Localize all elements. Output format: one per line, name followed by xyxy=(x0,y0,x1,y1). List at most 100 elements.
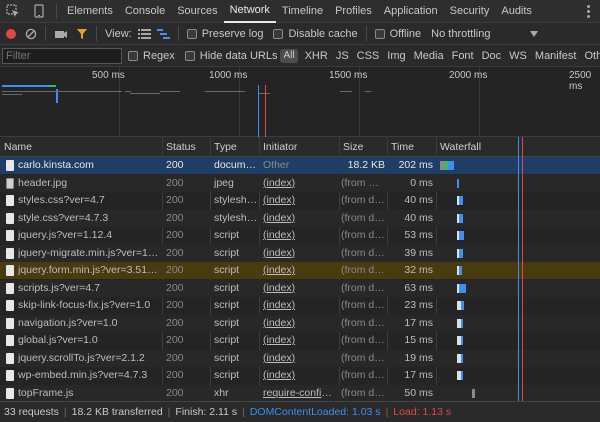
throttling-select[interactable]: No throttling xyxy=(431,23,539,45)
request-initiator[interactable]: (index) xyxy=(263,351,296,364)
large-request-rows-icon[interactable] xyxy=(137,23,151,45)
column-header-name[interactable]: Name xyxy=(4,141,33,153)
table-row[interactable]: jquery-migrate.min.js?ver=1.4.1 200 script… xyxy=(0,244,600,262)
tab-security[interactable]: Security xyxy=(449,5,490,17)
filter-input[interactable] xyxy=(2,47,122,64)
waterfall-bar xyxy=(448,161,454,170)
tab-network[interactable]: Network xyxy=(223,0,276,23)
request-initiator[interactable]: Other xyxy=(263,159,290,171)
column-header-type[interactable]: Type xyxy=(214,141,237,153)
inspect-element-icon[interactable] xyxy=(0,0,26,23)
clear-button[interactable] xyxy=(25,23,37,45)
column-header-waterfall[interactable]: Waterfall xyxy=(440,141,482,153)
filter-type-all[interactable]: All xyxy=(280,48,298,63)
table-row[interactable]: styles.css?ver=4.7 200 stylesheet (index) (f… xyxy=(0,192,600,209)
more-menu-icon[interactable] xyxy=(582,4,594,19)
request-name: jquery.js?ver=1.12.4 xyxy=(18,229,113,241)
column-header-status[interactable]: Status xyxy=(166,141,196,153)
table-row[interactable]: scripts.js?ver=4.7 200 script (index) (from … xyxy=(0,279,600,297)
waterfall-bar xyxy=(457,196,459,205)
request-status: 200 xyxy=(166,351,184,364)
table-row[interactable]: carlo.kinsta.com 200 document Other 18.2 KB 2… xyxy=(0,157,600,174)
image-file-icon xyxy=(6,177,14,189)
column-header-time[interactable]: Time xyxy=(391,141,414,153)
waterfall-cell xyxy=(438,280,600,297)
devtools-tab-bar: Elements Console Sources Network Timeline Pro… xyxy=(0,0,600,23)
show-overview-icon[interactable] xyxy=(156,23,170,45)
tab-application[interactable]: Application xyxy=(383,5,438,17)
overview-bar xyxy=(205,91,245,92)
filter-type-media[interactable]: Media xyxy=(413,49,444,62)
request-initiator[interactable]: (index) xyxy=(263,211,296,224)
table-row[interactable]: jquery.scrollTo.js?ver=2.1.2 200 script (in… xyxy=(0,349,600,367)
table-row[interactable]: header.jpg 200 jpeg (index) (from me... 0 ms xyxy=(0,174,600,192)
table-row[interactable]: jquery.form.min.js?ver=3.51.0-201... 200 s… xyxy=(0,262,600,279)
overview-gridline xyxy=(359,67,360,137)
waterfall-bar xyxy=(472,388,475,398)
request-initiator[interactable]: (index) xyxy=(263,176,296,189)
separator xyxy=(177,26,179,41)
filter-type-font[interactable]: Font xyxy=(451,49,474,62)
regex-checkbox[interactable]: Regex xyxy=(128,45,175,67)
request-initiator[interactable]: (index) xyxy=(263,194,296,206)
request-initiator[interactable]: (index) xyxy=(263,264,296,276)
filter-type-js[interactable]: JS xyxy=(335,49,349,62)
waterfall-bar xyxy=(457,248,459,258)
request-initiator[interactable]: (index) xyxy=(263,316,296,329)
filter-type-img[interactable]: Img xyxy=(387,49,406,62)
table-row[interactable]: style.css?ver=4.7.3 200 stylesheet (index) (… xyxy=(0,209,600,227)
request-initiator[interactable]: (index) xyxy=(263,369,296,381)
table-row[interactable]: wp-embed.min.js?ver=4.7.3 200 script (index… xyxy=(0,367,600,384)
chevron-down-icon xyxy=(530,30,539,37)
table-row[interactable]: global.js?ver=1.0 200 script (index) (from d… xyxy=(0,332,600,349)
request-initiator[interactable]: (index) xyxy=(263,299,296,311)
filter-type-manifest[interactable]: Manifest xyxy=(534,49,577,62)
table-row[interactable]: navigation.js?ver=1.0 200 script (index) (fr… xyxy=(0,314,600,332)
tab-profiles[interactable]: Profiles xyxy=(335,5,372,17)
request-initiator[interactable]: require-config.js:2 xyxy=(263,386,337,399)
waterfall-cell xyxy=(438,297,600,314)
request-name: wp-embed.min.js?ver=4.7.3 xyxy=(18,369,148,381)
waterfall-bar xyxy=(459,213,463,223)
filter-type-other[interactable]: Other xyxy=(584,49,600,62)
column-header-size[interactable]: Size xyxy=(343,141,364,153)
column-header-initiator[interactable]: Initiator xyxy=(263,141,298,153)
table-row[interactable]: skip-link-focus-fix.js?ver=1.0 200 script (… xyxy=(0,297,600,314)
preserve-log-checkbox[interactable]: Preserve log xyxy=(186,23,263,45)
request-size: (from dis... xyxy=(341,211,385,224)
request-size: 18.2 KB xyxy=(347,159,385,171)
offline-checkbox[interactable]: Offline xyxy=(374,23,421,45)
dcl-marker xyxy=(518,137,519,401)
waterfall-bar xyxy=(459,248,463,258)
tab-audits[interactable]: Audits xyxy=(501,5,532,17)
hide-data-urls-checkbox[interactable]: Hide data URLs xyxy=(184,45,277,67)
filter-type-css[interactable]: CSS xyxy=(356,49,380,62)
record-button[interactable] xyxy=(5,23,17,45)
waterfall-bar xyxy=(457,283,459,293)
tab-console[interactable]: Console xyxy=(124,5,166,17)
waterfall-cell xyxy=(438,262,600,279)
tab-elements[interactable]: Elements xyxy=(67,5,113,17)
filter-type-xhr[interactable]: XHR xyxy=(304,49,328,62)
request-type: script xyxy=(214,264,240,276)
tab-timeline[interactable]: Timeline xyxy=(281,5,324,17)
waterfall-bar xyxy=(457,336,461,345)
timeline-overview[interactable]: 500 ms 1000 ms 1500 ms 2000 ms 2500 ms xyxy=(0,67,600,137)
device-toolbar-icon[interactable] xyxy=(26,0,52,23)
table-row[interactable]: topFrame.js 200 xhr require-config.js:2 (fro… xyxy=(0,384,600,402)
table-row[interactable]: jquery.js?ver=1.12.4 200 script (index) (fro… xyxy=(0,227,600,244)
tab-sources[interactable]: Sources xyxy=(177,5,218,17)
request-initiator[interactable]: (index) xyxy=(263,229,296,241)
request-initiator[interactable]: (index) xyxy=(263,281,296,294)
overview-bar xyxy=(2,85,50,87)
filter-type-doc[interactable]: Doc xyxy=(481,49,502,62)
filter-icon[interactable] xyxy=(76,23,88,45)
filter-type-ws[interactable]: WS xyxy=(509,49,527,62)
disable-cache-checkbox[interactable]: Disable cache xyxy=(273,23,358,45)
capture-screenshots-icon[interactable] xyxy=(54,23,68,45)
overview-gridline xyxy=(119,67,120,137)
request-type: stylesheet xyxy=(214,194,258,206)
request-initiator[interactable]: (index) xyxy=(263,246,296,259)
request-initiator[interactable]: (index) xyxy=(263,334,296,346)
request-name: scripts.js?ver=4.7 xyxy=(18,281,100,294)
